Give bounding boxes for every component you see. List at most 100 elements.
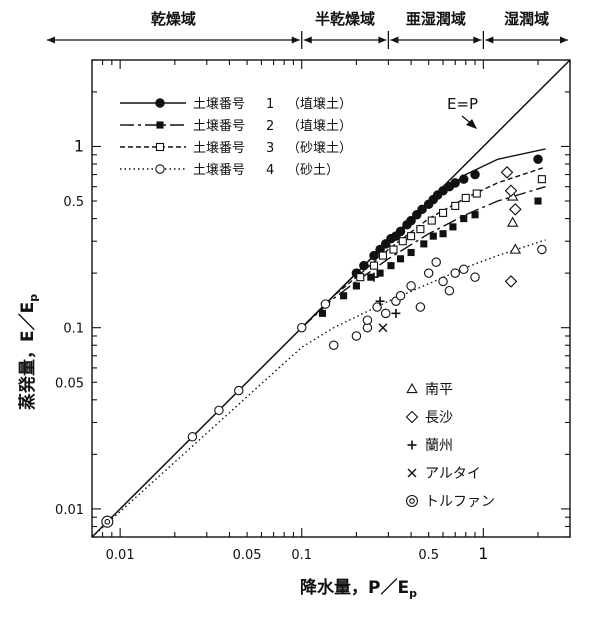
point-open-circle <box>187 432 198 442</box>
zone-arrow <box>390 36 482 44</box>
data-points <box>101 154 547 528</box>
point-filled-circle <box>406 215 416 226</box>
legend-label: 土壌番号 <box>193 119 245 134</box>
point-plus <box>375 296 385 306</box>
point-open-square <box>407 232 416 241</box>
point-triangle <box>506 216 519 227</box>
legend-marker <box>155 164 165 174</box>
point-diamond <box>509 203 522 216</box>
x-tick-label: 0.5 <box>418 548 439 563</box>
station-label: 南平 <box>425 382 453 398</box>
point-open-circle <box>214 405 224 416</box>
point-filled-square <box>396 255 405 263</box>
x-tick-label: 1 <box>478 544 488 563</box>
point-open-circle <box>438 276 448 287</box>
y-tick-label: 0.01 <box>55 503 84 518</box>
point-filled-circle <box>395 226 406 237</box>
point-open-circle <box>450 268 460 278</box>
point-open-square <box>472 189 481 198</box>
point-open-circle <box>351 331 362 341</box>
soil-legend: 土壌番号 1 （埴壌土） 土壌番号 2 （埴壌土） 土壌番号 3 （砂壌土） 土壌番号 4 （砂土） <box>120 97 352 178</box>
aridity-zone-band: 乾燥域 半乾燥域 亜湿潤域 湿潤域 <box>47 10 568 49</box>
point-open-square <box>378 251 387 260</box>
legend-marker-plus <box>407 440 417 450</box>
legend-number: 3 <box>266 141 274 156</box>
point-filled-circle <box>470 169 480 180</box>
point-triangle <box>509 243 522 254</box>
station-label: 蘭州 <box>425 438 453 454</box>
point-open-circle <box>395 291 406 301</box>
point-open-square <box>416 225 425 234</box>
y-tick-label: 1 <box>74 136 84 155</box>
legend-label: 土壌番号 <box>193 97 245 112</box>
point-diamond <box>504 275 518 288</box>
station-label: トルファン <box>425 494 495 510</box>
point-plus <box>391 308 401 318</box>
legend-marker-triangle <box>406 382 418 394</box>
ep-arrow-head <box>466 119 477 129</box>
x-tick-label: 0.1 <box>291 548 312 563</box>
zone-label: 乾燥域 <box>151 10 196 28</box>
plot-frame <box>91 59 571 538</box>
zone-label: 半乾燥域 <box>315 10 375 28</box>
point-open-circle <box>415 302 426 312</box>
y-tick-label: 0.05 <box>55 376 84 391</box>
point-open-square <box>461 193 470 202</box>
point-open-circle <box>444 285 455 296</box>
y-tick-label: 0.5 <box>63 195 84 210</box>
y-axis-title: 蒸発量，E／Ep <box>17 294 40 410</box>
point-diamond <box>504 184 518 197</box>
legend-number: 2 <box>266 119 274 134</box>
legend-soil: （砂壌土） <box>287 141 352 156</box>
point-open-square <box>427 216 436 225</box>
point-open-circle <box>537 244 547 255</box>
zone-arrow <box>303 36 387 44</box>
point-filled-circle <box>450 178 460 188</box>
legend-marker <box>156 121 164 129</box>
point-open-circle <box>372 302 382 312</box>
legend-marker <box>155 98 165 108</box>
legend-marker-open-circle-double <box>405 494 419 508</box>
point-open-circle <box>362 315 373 325</box>
point-filled-square <box>471 211 479 219</box>
zone-label: 亜湿潤域 <box>406 10 466 28</box>
point-open-circle-double <box>101 515 114 528</box>
point-open-circle <box>296 322 307 333</box>
legend-number: 4 <box>266 163 274 178</box>
point-open-circle <box>328 340 339 351</box>
point-filled-square <box>376 269 384 277</box>
point-filled-square <box>407 248 415 257</box>
point-open-square <box>369 261 379 270</box>
zone-arrow <box>47 36 300 44</box>
legend-marker-diamond <box>405 410 419 424</box>
legend-soil: （埴壌土） <box>287 97 352 112</box>
legend-number: 1 <box>266 97 274 112</box>
point-filled-square <box>340 292 348 300</box>
point-filled-square <box>429 232 437 240</box>
point-open-square <box>356 273 365 282</box>
point-cross <box>378 323 388 333</box>
point-open-square <box>537 175 546 184</box>
x-tick-label: 0.05 <box>233 548 262 563</box>
legend-marker <box>155 142 165 152</box>
legend-label: 土壌番号 <box>193 163 245 178</box>
point-open-circle <box>380 308 391 319</box>
point-open-circle <box>470 272 480 282</box>
point-open-circle <box>423 268 434 278</box>
legend-marker-cross <box>407 468 417 478</box>
y-tick-label: 0.1 <box>63 322 84 337</box>
point-filled-square <box>318 309 326 317</box>
point-open-square <box>398 237 407 246</box>
point-filled-square <box>449 223 457 231</box>
point-filled-circle <box>533 154 543 165</box>
point-filled-square <box>460 215 468 223</box>
legend-soil: （砂土） <box>287 163 339 178</box>
point-filled-circle <box>417 204 427 215</box>
point-plus <box>369 272 379 282</box>
point-open-square <box>389 245 398 254</box>
point-filled-circle <box>369 250 379 261</box>
point-diamond <box>500 166 514 179</box>
point-filled-square <box>420 240 428 248</box>
station-label: 長沙 <box>425 410 453 426</box>
